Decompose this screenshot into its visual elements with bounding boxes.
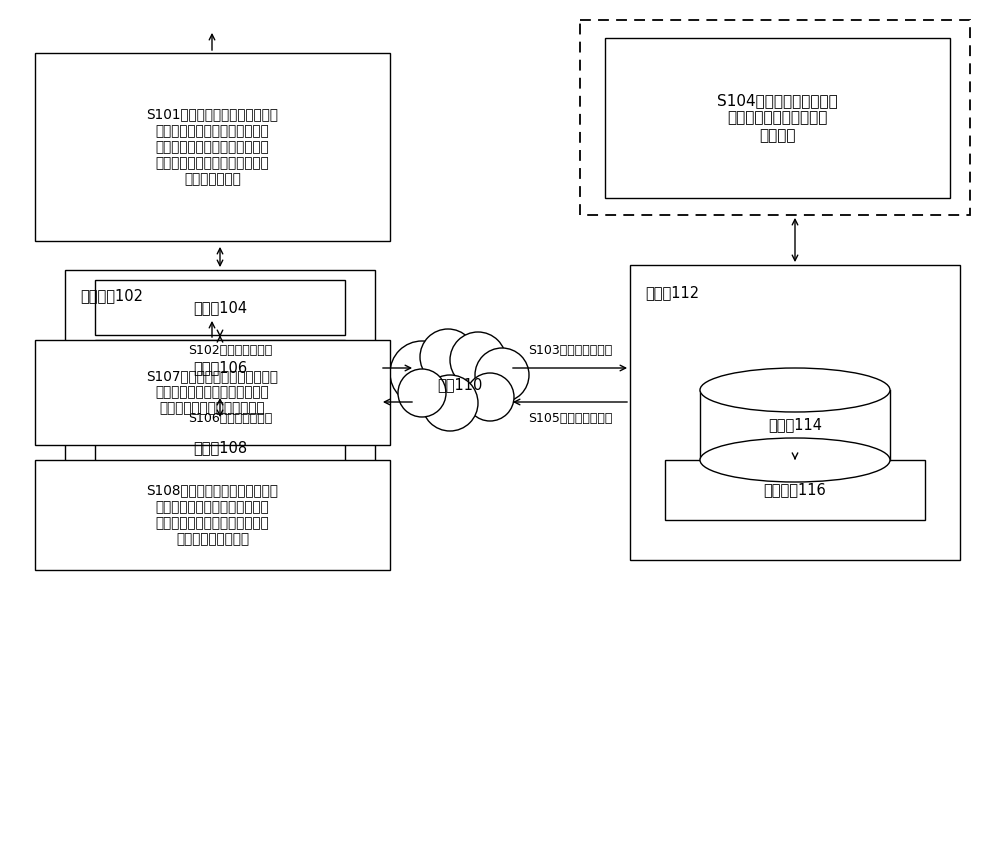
Text: 用户设备102: 用户设备102: [80, 288, 143, 303]
Bar: [65, 270, 375, 540]
Circle shape: [422, 375, 478, 431]
Text: 显示器108: 显示器108: [193, 440, 247, 455]
Circle shape: [420, 329, 476, 385]
Bar: [35, 460, 390, 570]
Circle shape: [475, 348, 529, 402]
Text: S107，将该舆情参数输入舆情影
响力分数评估体系，获得食品安
全事件对应的舆情影响力分数: S107，将该舆情参数输入舆情影 响力分数评估体系，获得食品安 全事件对应的舆情…: [146, 369, 278, 416]
Text: 服务器112: 服务器112: [645, 285, 699, 300]
Circle shape: [450, 332, 506, 388]
Circle shape: [466, 373, 514, 421]
Ellipse shape: [700, 438, 890, 482]
Text: S103，发送获取指令: S103，发送获取指令: [528, 344, 612, 356]
Bar: [95, 280, 345, 335]
Bar: [35, 340, 390, 445]
Bar: [630, 265, 960, 560]
Bar: [95, 420, 345, 475]
Text: S106，发送舆情参数: S106，发送舆情参数: [188, 411, 272, 424]
Text: 处理器106: 处理器106: [193, 360, 247, 375]
Text: S108，根据舆情影响力分数确定
食品安全事件的处理优先级，并
按照处理优先级所指示的处理顺
序处理食品安全事件: S108，根据舆情影响力分数确定 食品安全事件的处理优先级，并 按照处理优先级所…: [146, 484, 278, 546]
Text: 存储器104: 存储器104: [193, 300, 247, 315]
Text: 处理引擎116: 处理引擎116: [764, 483, 826, 497]
Bar: [665, 460, 925, 520]
Circle shape: [398, 369, 446, 417]
Bar: [35, 53, 390, 241]
Text: 数据库114: 数据库114: [768, 417, 822, 432]
Text: S101，接收用户输入的食品安全
事件对应的事件元素，并根据该
事件元素生成获取指令，获取指
令用于指示获取食品安全事件相
匹配的舆情参数: S101，接收用户输入的食品安全 事件对应的事件元素，并根据该 事件元素生成获取…: [146, 107, 278, 186]
Bar: [605, 38, 950, 198]
Text: S102，发送获取指令: S102，发送获取指令: [188, 344, 272, 356]
Bar: [95, 340, 345, 395]
Bar: [580, 20, 970, 215]
Text: S105，发送舆情参数: S105，发送舆情参数: [528, 411, 612, 424]
Bar: [700, 390, 890, 460]
Circle shape: [390, 341, 454, 405]
Text: S104，响应获取指令，获
取食品安全事件相匹配的
舆情参数: S104，响应获取指令，获 取食品安全事件相匹配的 舆情参数: [717, 93, 838, 143]
Text: 网络110: 网络110: [437, 377, 483, 393]
Ellipse shape: [700, 368, 890, 412]
